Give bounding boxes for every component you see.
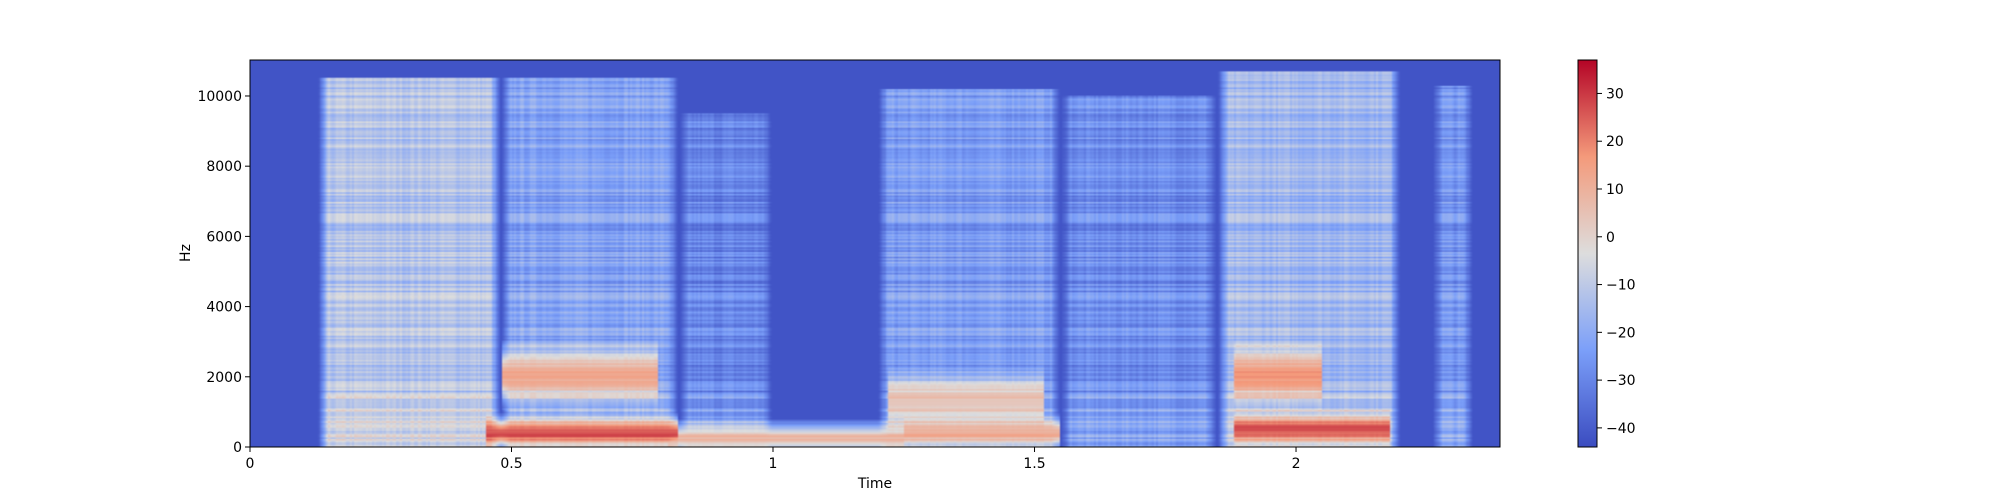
y-tick-label: 10000 (197, 89, 242, 105)
colorbar-tick-label: 0 (1606, 230, 1615, 246)
x-tick-label: 1 (769, 456, 778, 472)
colorbar-gradient (1577, 59, 1598, 448)
colorbar-tick-label: −20 (1606, 325, 1636, 341)
colorbar-tick-label: −40 (1606, 421, 1636, 437)
spectrogram-plot (249, 59, 1501, 448)
x-tick-label: 0 (246, 456, 255, 472)
colorbar-tick-label: 30 (1606, 86, 1624, 102)
x-axis-label: Time (857, 476, 892, 492)
colorbar-tick-label: −30 (1606, 373, 1636, 389)
colorbar-tick-label: −10 (1606, 278, 1636, 294)
x-axis-ticks: 0 0.5 1 1.5 2 (246, 447, 1301, 472)
y-tick-label: 8000 (206, 159, 242, 175)
colorbar: 30 20 10 0 −10 −20 −30 −40 (1577, 59, 1636, 448)
y-axis-label: Hz (178, 244, 194, 262)
spectrogram-image (250, 60, 1500, 447)
colorbar-tick-label: 20 (1606, 134, 1624, 150)
plot-frame (249, 59, 1501, 448)
y-axis-ticks: 0 2000 4000 6000 8000 10000 (197, 89, 250, 456)
y-tick-label: 6000 (206, 229, 242, 245)
x-tick-label: 1.5 (1023, 456, 1045, 472)
colorbar-ticks: 30 20 10 0 −10 −20 −30 −40 (1597, 86, 1636, 437)
y-tick-label: 2000 (206, 370, 242, 386)
x-tick-label: 2 (1292, 456, 1301, 472)
x-tick-label: 0.5 (500, 456, 522, 472)
y-tick-label: 0 (233, 440, 242, 456)
colorbar-tick-label: 10 (1606, 182, 1624, 198)
y-tick-label: 4000 (206, 300, 242, 316)
